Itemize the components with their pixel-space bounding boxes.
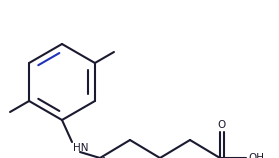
- Text: HN: HN: [73, 143, 88, 153]
- Text: O: O: [218, 120, 226, 130]
- Text: OH: OH: [248, 153, 264, 158]
